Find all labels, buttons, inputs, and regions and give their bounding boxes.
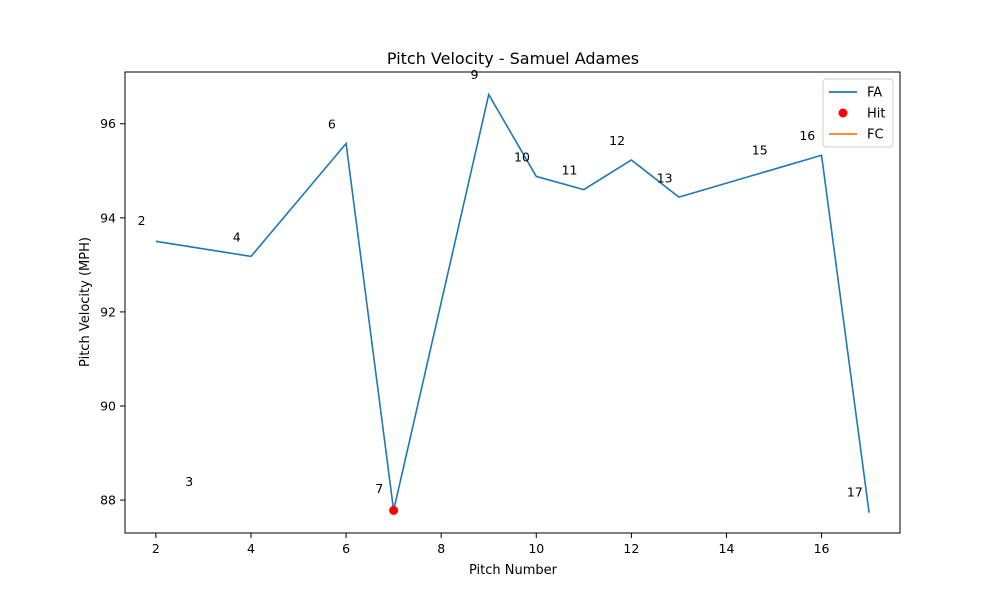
legend-label-hit: Hit (867, 107, 885, 122)
x-tick-label: 14 (719, 541, 735, 556)
y-axis-label: Pitch Velocity (MPH) (78, 237, 93, 367)
legend-box (822, 78, 894, 148)
x-axis-label: Pitch Number (469, 563, 558, 578)
x-tick-label: 6 (342, 541, 350, 556)
x-tick-label: 8 (437, 541, 445, 556)
x-tick-label: 2 (152, 541, 160, 556)
y-tick-label: 88 (100, 493, 116, 508)
pitch-number-label: 9 (470, 67, 478, 82)
legend-label-fa: FA (867, 86, 882, 101)
pitch-number-label: 15 (752, 142, 768, 157)
pitch-number-label: 6 (328, 116, 336, 131)
pitch-number-label: 4 (233, 229, 241, 244)
legend-swatch-hit (838, 108, 848, 118)
pitch-number-label: 2 (138, 213, 146, 228)
x-tick-label: 10 (528, 541, 544, 556)
legend: FA Hit FC (822, 78, 894, 148)
pitch-number-label: 13 (657, 171, 673, 186)
y-tick-label: 96 (100, 116, 116, 131)
x-tick-label: 12 (623, 541, 639, 556)
pitch-number-label: 11 (562, 163, 578, 178)
x-tick-label: 4 (247, 541, 255, 556)
pitch-number-label: 10 (514, 149, 530, 164)
legend-label-fc: FC (867, 128, 884, 143)
pitch-number-label: 7 (375, 481, 383, 496)
y-tick-label: 94 (100, 210, 116, 225)
axes-frame (124, 71, 901, 534)
plot-area: 2 3 4 6 7 9 10 11 12 13 15 16 17 2 4 6 8 10 12 14 16 88 90 92 94… (100, 67, 901, 556)
pitch-number-label: 17 (847, 484, 863, 499)
pitch-number-label: 3 (185, 474, 193, 489)
series-line-fa (155, 92, 870, 513)
y-tick-label: 90 (100, 398, 116, 413)
pitch-number-label: 12 (609, 133, 625, 148)
pitch-number-label: 16 (799, 128, 815, 143)
chart-title: Pitch Velocity - Samuel Adames (387, 49, 639, 68)
x-tick-label: 16 (814, 541, 830, 556)
y-tick-label: 92 (100, 304, 116, 319)
series-point-hit (389, 505, 399, 515)
